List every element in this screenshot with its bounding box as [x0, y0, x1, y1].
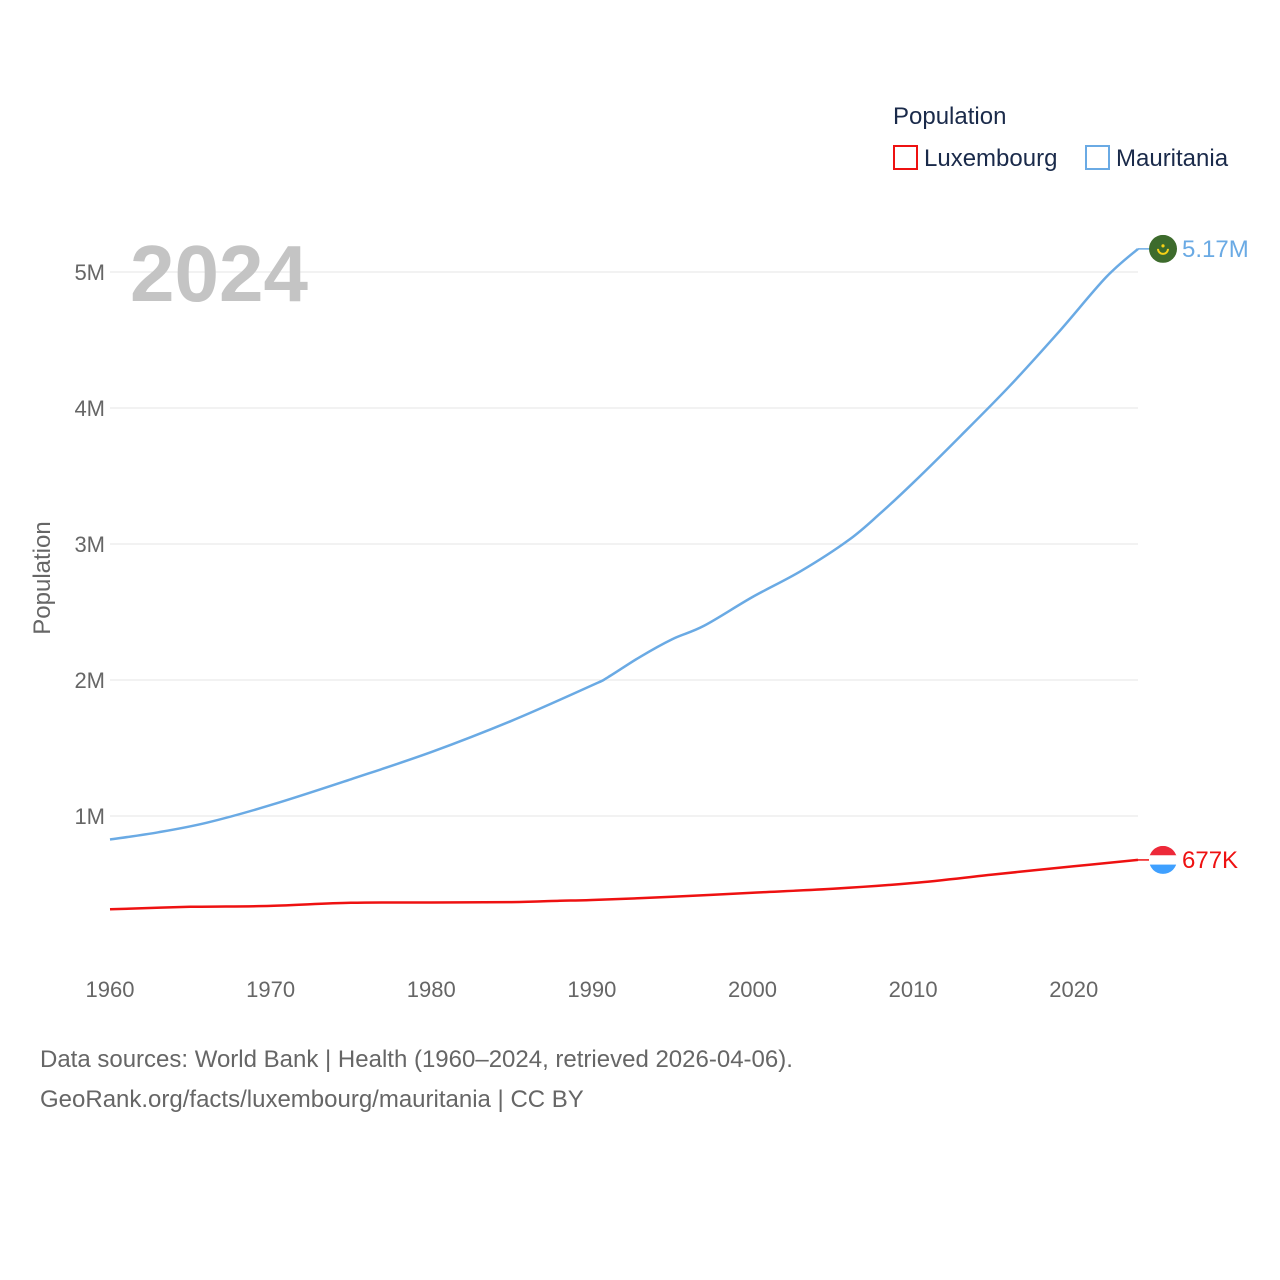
x-tick-label: 1960: [86, 977, 135, 1002]
y-axis-ticks: 1M 2M 3M 4M 5M: [74, 260, 105, 829]
legend-swatch-luxembourg: [893, 145, 918, 170]
y-tick-label: 4M: [74, 396, 105, 421]
legend[interactable]: Population Luxembourg Mauritania: [893, 103, 1229, 172]
x-tick-label: 2010: [889, 977, 938, 1002]
legend-label-mauritania: Mauritania: [1116, 145, 1229, 172]
legend-label-luxembourg: Luxembourg: [924, 145, 1057, 172]
y-tick-label: 3M: [74, 532, 105, 557]
legend-title: Population: [893, 103, 1006, 130]
y-tick-label: 5M: [74, 260, 105, 285]
y-tick-label: 1M: [74, 804, 105, 829]
gridlines: [110, 271, 1138, 817]
end-label-mauritania: 5.17M: [1182, 236, 1249, 263]
luxembourg-flag: [1149, 845, 1177, 874]
x-tick-label: 1990: [567, 977, 616, 1002]
source-link[interactable]: GeoRank.org/facts/luxembourg/mauritania …: [40, 1086, 584, 1113]
series-lines: [109, 247, 1139, 911]
data-source-note: Data sources: World Bank | Health (1960–…: [40, 1046, 793, 1073]
end-label-luxembourg: 677K: [1182, 847, 1238, 874]
series-line-luxembourg: [109, 858, 1139, 911]
series-line-mauritania: [109, 247, 1139, 841]
legend-item-mauritania[interactable]: Mauritania: [1085, 145, 1229, 172]
x-tick-label: 1980: [407, 977, 456, 1002]
x-tick-label: 1970: [246, 977, 295, 1002]
year-label: 2024: [130, 229, 308, 318]
x-tick-label: 2020: [1049, 977, 1098, 1002]
mauritania-flag: [1149, 234, 1177, 263]
y-axis-title: Population: [29, 521, 56, 634]
legend-swatch-mauritania: [1085, 145, 1110, 170]
legend-item-luxembourg[interactable]: Luxembourg: [893, 145, 1057, 172]
footer: Data sources: World Bank | Health (1960–…: [40, 1040, 793, 1120]
x-axis-ticks: 1960 1970 1980 1990 2000 2010 2020: [86, 977, 1099, 1002]
y-tick-label: 2M: [74, 668, 105, 693]
end-markers: 677K 5.17M: [1138, 234, 1249, 874]
x-tick-label: 2000: [728, 977, 777, 1002]
